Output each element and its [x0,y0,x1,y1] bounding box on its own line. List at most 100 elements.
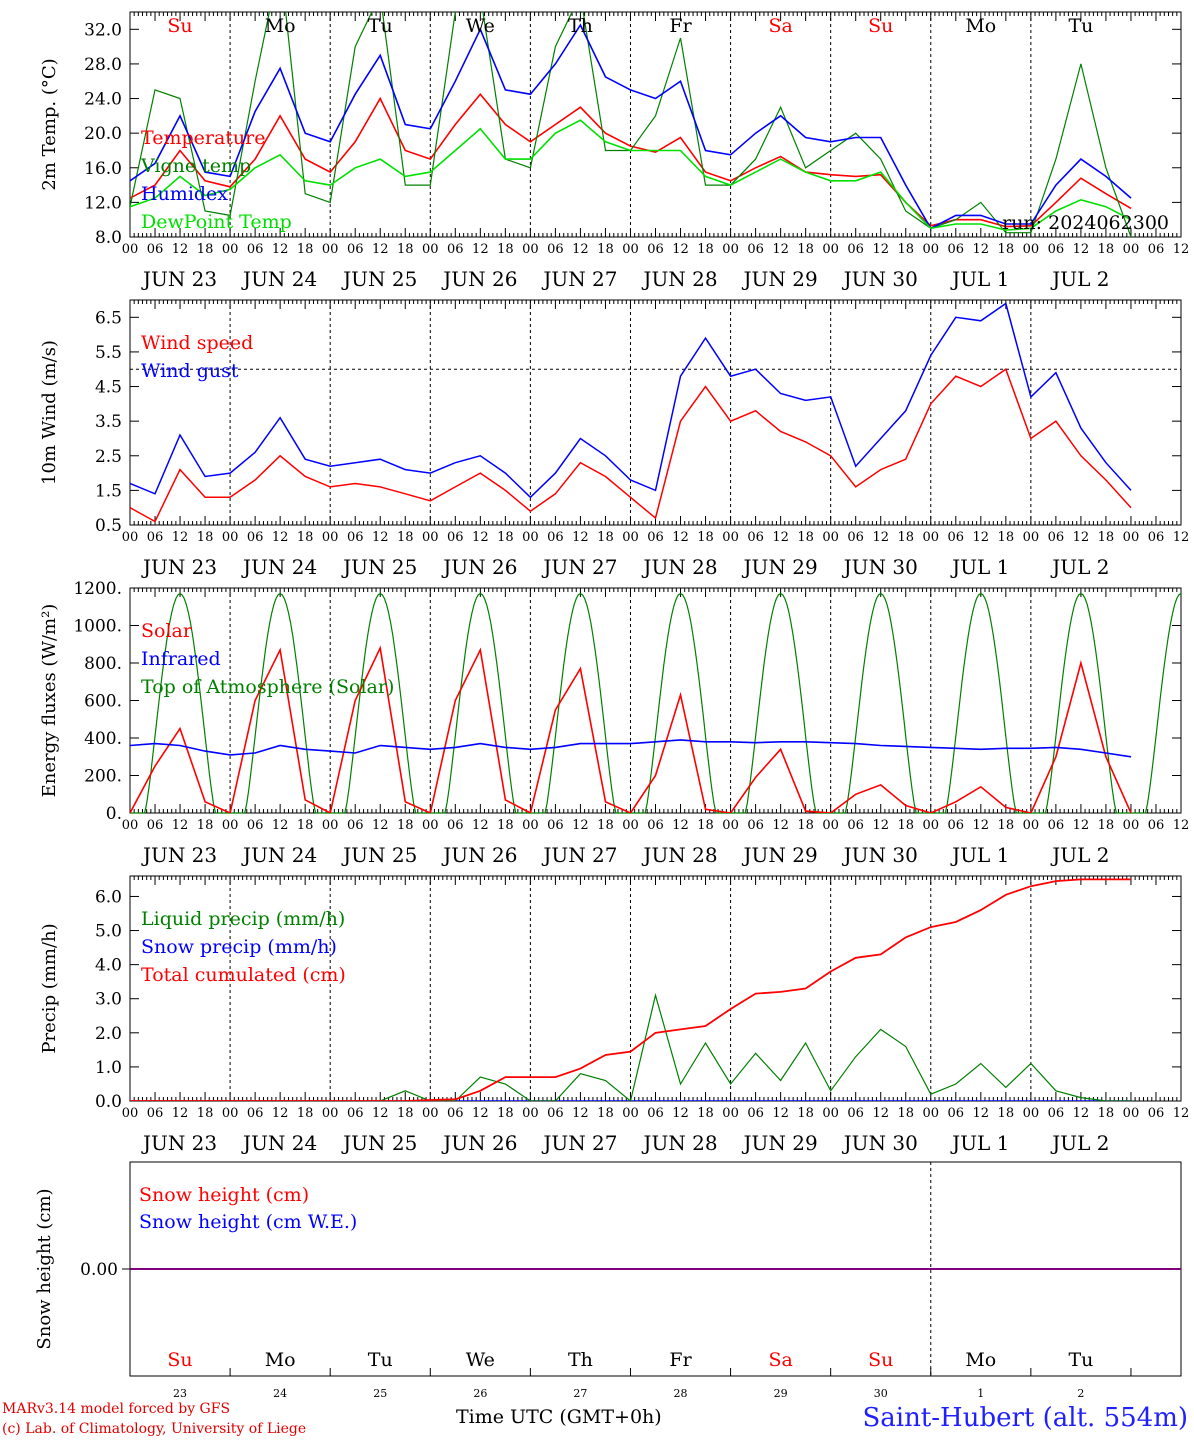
panel-5: 0.00 Snow height (cm) Snow height (cm) Snow… [34,1161,1182,1400]
hour-tick-label: 06 [547,1106,564,1121]
hour-tick-label: 12 [472,818,489,833]
panel-3: 00 06 12 18 00 06 12 18 00 06 12 18 00 06 12 18 00 06 12 18… [39,579,1189,867]
date-label: JUN 26 [441,555,517,579]
weekday-label: Fr [669,15,692,37]
legend-entry: Liquid precip (mm/h) [141,908,345,930]
series-line-wind-speed [130,368,1132,523]
hour-tick-label: 12 [1073,1106,1090,1121]
hour-tick-label: 06 [347,1106,364,1121]
hour-tick-label: 12 [1173,1106,1190,1121]
hour-tick-label: 12 [572,818,589,833]
y-tick-label: 800. [84,654,122,674]
hour-tick-label: 00 [622,818,639,833]
hour-tick-label: 06 [647,242,664,257]
hour-tick-label: 18 [197,242,214,257]
hour-tick-label: 00 [922,242,939,257]
day-number-label: 30 [874,1387,888,1400]
date-label: JUN 24 [241,1131,317,1155]
hour-tick-label: 06 [247,1106,264,1121]
date-label: JUN 23 [141,843,217,867]
hour-tick-label: 00 [622,530,639,545]
y-axis-label: Energy fluxes (W/m²) [39,604,60,798]
hour-tick-label: 06 [347,818,364,833]
hour-tick-label: 18 [797,530,814,545]
hour-tick-label: 06 [747,1106,764,1121]
y-tick-label: 32.0 [84,20,122,40]
y-tick-label: 4.0 [95,956,122,976]
hour-tick-label: 12 [973,242,990,257]
weekday-label: Sa [768,1349,792,1371]
weekday-label: Mo [265,15,296,37]
day-number-label: 2 [1077,1387,1084,1400]
hour-tick-label: 18 [497,1106,514,1121]
legend-entry: Wind speed [141,332,253,354]
weekday-label: Tu [1068,1349,1093,1371]
weekday-label: Su [868,15,893,37]
weekday-label: Mo [965,1349,996,1371]
legend-entry: Top of Atmosphere (Solar) [141,676,394,698]
hour-tick-label: 12 [1173,818,1190,833]
weekday-label: We [466,15,495,37]
hour-tick-label: 06 [147,242,164,257]
hour-tick-label: 12 [472,242,489,257]
hour-tick-label: 06 [547,818,564,833]
weekday-label: We [466,1349,495,1371]
hour-tick-label: 00 [122,818,139,833]
legend-entry: Humidex [141,183,228,205]
y-tick-label: 3.5 [95,412,122,432]
series-line-total-cumulated-cm- [130,878,1131,1101]
hour-tick-label: 18 [797,1106,814,1121]
hour-tick-label: 06 [1048,242,1065,257]
hour-tick-label: 12 [572,242,589,257]
date-label: JUL 1 [950,1131,1009,1155]
y-tick-label: 2.0 [95,1024,122,1044]
y-tick-label: 6.5 [95,308,122,328]
hour-tick-label: 00 [1023,1106,1040,1121]
y-tick-label: 24.0 [84,90,122,110]
hour-tick-label: 06 [547,242,564,257]
weekday-label: Su [167,15,192,37]
hour-tick-label: 06 [447,818,464,833]
hour-tick-label: 06 [147,818,164,833]
date-label: JUL 2 [1050,555,1109,579]
hour-tick-label: 18 [1098,1106,1115,1121]
hour-tick-label: 18 [497,818,514,833]
date-label: JUN 26 [441,843,517,867]
hour-tick-label: 06 [1048,530,1065,545]
date-label: JUN 30 [842,555,918,579]
y-tick-label: 1.0 [95,1058,122,1078]
panel-2: 00 06 12 18 00 06 12 18 00 06 12 18 00 06 12 18 00 06 12 18… [39,299,1189,579]
date-label: JUL 2 [1050,1131,1109,1155]
hour-tick-label: 06 [847,818,864,833]
date-label: JUN 25 [341,843,417,867]
hour-tick-label: 12 [172,242,189,257]
hour-tick-label: 06 [847,1106,864,1121]
time-axis-label: Time UTC (GMT+0h) [456,1406,662,1428]
day-number-label: 28 [674,1387,688,1400]
legend-entry: Wind gust [141,360,239,382]
series-line-top-of-atmosphere-solar [130,592,1182,814]
hour-tick-label: 00 [822,530,839,545]
station-name: Saint-Hubert (alt. 554m) [862,1403,1188,1433]
legend-entry: Total cumulated (cm) [141,964,346,986]
weekday-label: Tu [368,1349,393,1371]
series-line-wind-gust [130,302,1132,499]
hour-tick-label: 12 [772,530,789,545]
hour-tick-label: 12 [1073,242,1090,257]
date-label: JUN 29 [742,843,818,867]
hour-tick-label: 00 [522,1106,539,1121]
hour-tick-label: 00 [222,1106,239,1121]
hour-tick-label: 00 [422,818,439,833]
panel-frame [129,299,1182,526]
hour-tick-label: 06 [547,530,564,545]
hour-tick-label: 12 [672,530,689,545]
date-label: JUL 1 [950,267,1009,291]
hour-tick-label: 06 [347,530,364,545]
hour-tick-label: 00 [1023,530,1040,545]
y-tick-label: 28.0 [84,55,122,75]
hour-tick-label: 18 [897,818,914,833]
date-label: JUN 28 [641,843,717,867]
hour-tick-label: 06 [647,1106,664,1121]
hour-tick-label: 18 [597,1106,614,1121]
hour-tick-label: 06 [647,818,664,833]
